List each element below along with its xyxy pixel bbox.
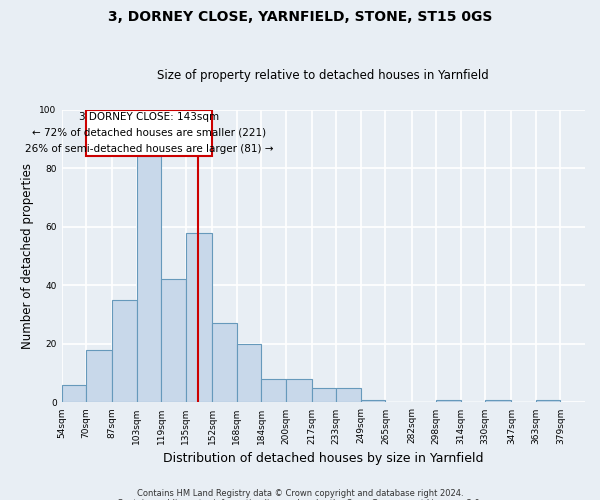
Bar: [337, 388, 361, 402]
X-axis label: Distribution of detached houses by size in Yarnfield: Distribution of detached houses by size …: [163, 452, 484, 465]
Text: Contains public sector information licensed under the Open Government Licence v3: Contains public sector information licen…: [118, 498, 482, 500]
Text: 3 DORNEY CLOSE: 143sqm: 3 DORNEY CLOSE: 143sqm: [79, 112, 219, 122]
Bar: [361, 400, 385, 402]
Text: ← 72% of detached houses are smaller (221): ← 72% of detached houses are smaller (22…: [32, 128, 266, 138]
Bar: [86, 350, 112, 403]
Text: Contains HM Land Registry data © Crown copyright and database right 2024.: Contains HM Land Registry data © Crown c…: [137, 488, 463, 498]
Bar: [161, 280, 186, 402]
Title: Size of property relative to detached houses in Yarnfield: Size of property relative to detached ho…: [157, 69, 489, 82]
Bar: [86, 110, 212, 156]
Bar: [112, 300, 137, 402]
Bar: [286, 379, 312, 402]
Bar: [137, 156, 161, 402]
Text: 26% of semi-detached houses are larger (81) →: 26% of semi-detached houses are larger (…: [25, 144, 273, 154]
Bar: [536, 400, 560, 402]
Bar: [62, 385, 86, 402]
Bar: [186, 232, 212, 402]
Text: 3, DORNEY CLOSE, YARNFIELD, STONE, ST15 0GS: 3, DORNEY CLOSE, YARNFIELD, STONE, ST15 …: [108, 10, 492, 24]
Bar: [312, 388, 337, 402]
Bar: [485, 400, 511, 402]
Bar: [236, 344, 261, 403]
Bar: [436, 400, 461, 402]
Bar: [212, 324, 236, 402]
Bar: [261, 379, 286, 402]
Y-axis label: Number of detached properties: Number of detached properties: [21, 163, 34, 349]
